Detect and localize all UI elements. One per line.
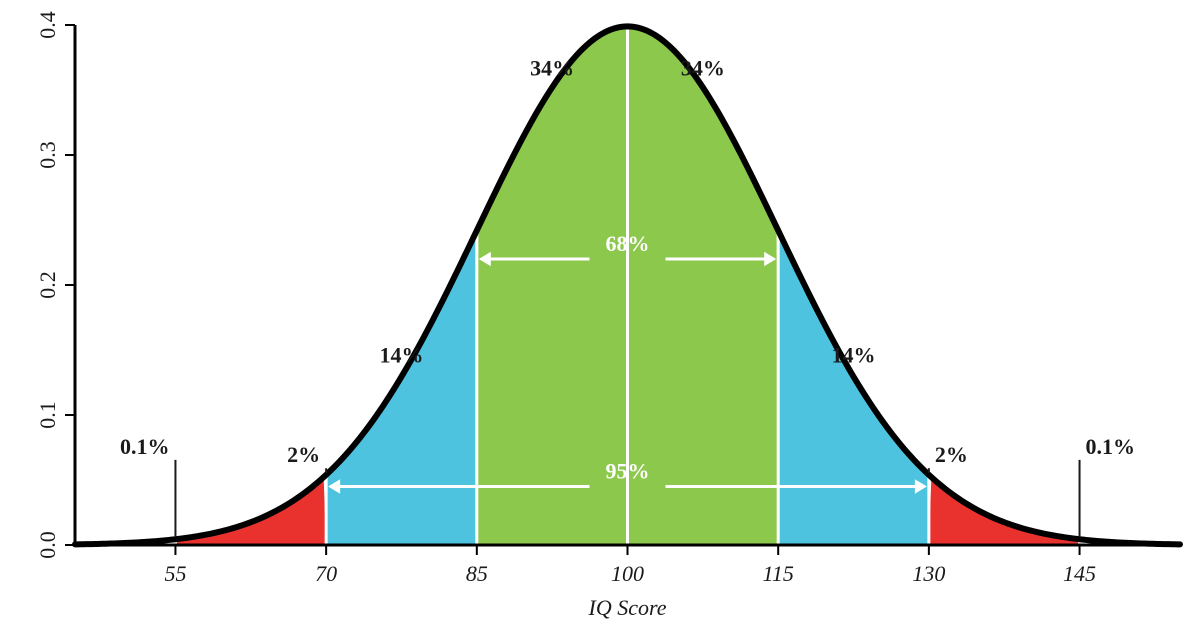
region-percent-label: 34% xyxy=(681,55,725,80)
y-tick-label: 0.0 xyxy=(35,531,60,559)
x-tick-label: 85 xyxy=(466,561,488,586)
y-tick-label: 0.3 xyxy=(35,141,60,169)
y-tick-label: 0.4 xyxy=(35,11,60,39)
normal-distribution-chart: 68% 95% 0.1% 2% 14% 34% 34% 14% 2% 0.1% 55 70 85 100 1… xyxy=(0,0,1200,643)
x-tick-label: 100 xyxy=(611,561,644,586)
x-tick-label: 145 xyxy=(1063,561,1096,586)
chart-svg: 68% 95% 0.1% 2% 14% 34% 34% 14% 2% 0.1% 55 70 85 100 1… xyxy=(0,0,1200,643)
range-label: 95% xyxy=(606,459,650,484)
region-percent-label: 14% xyxy=(832,343,876,368)
region-percent-label: 14% xyxy=(379,343,423,368)
region-percent-label: 0.1% xyxy=(120,434,170,459)
x-tick-label: 55 xyxy=(164,561,186,586)
x-axis-title: IQ Score xyxy=(588,595,667,620)
x-tick-label: 130 xyxy=(912,561,945,586)
region-fill xyxy=(628,26,779,545)
x-tick-label: 70 xyxy=(315,561,337,586)
y-tick-label: 0.2 xyxy=(35,271,60,299)
region-percent-label: 34% xyxy=(530,55,574,80)
x-tick-label: 115 xyxy=(762,561,793,586)
region-percent-label: 2% xyxy=(935,442,968,467)
region-percent-label: 2% xyxy=(287,442,320,467)
region-percent-label: 0.1% xyxy=(1086,434,1136,459)
range-label: 68% xyxy=(606,231,650,256)
y-tick-label: 0.1 xyxy=(35,401,60,429)
